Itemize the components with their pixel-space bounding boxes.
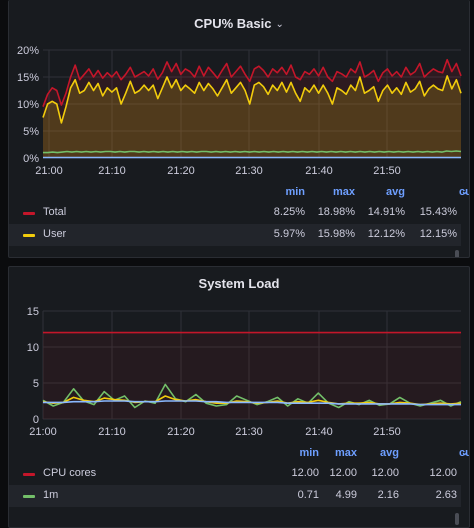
chevron-down-icon[interactable]: ⌄ — [275, 19, 284, 30]
legend-header-max[interactable]: max — [332, 186, 355, 198]
legend-series-name: Total — [43, 206, 67, 218]
series-line-15m — [43, 400, 461, 406]
series-area-cpu-cores — [43, 332, 461, 419]
y-tick-label: 10 — [27, 342, 39, 354]
series-color-swatch — [23, 473, 35, 476]
legend-row-total[interactable]: Total 8.25% 18.98% 14.91% 15.43% — [9, 202, 461, 224]
legend-max: 4.99 — [335, 489, 357, 501]
legend-header: min max avg current⌄ — [9, 186, 469, 200]
x-tick-label: 21:00 — [35, 165, 63, 177]
legend-series-name: CPU cores — [43, 467, 97, 479]
x-tick-label: 21:20 — [167, 426, 195, 438]
legend-min: 5.97% — [273, 228, 305, 240]
series-color-swatch — [23, 495, 35, 498]
legend-row-1m[interactable]: 1m 0.71 4.99 2.16 2.63 — [9, 485, 461, 507]
y-tick-label: 5 — [33, 378, 39, 390]
series-area-user — [43, 75, 461, 158]
legend-row-cpu-cores[interactable]: CPU cores 12.00 12.00 12.00 12.00 — [9, 463, 461, 485]
legend-avg: 12.12% — [367, 228, 405, 240]
sort-desc-icon: ⌄ — [461, 447, 469, 457]
x-tick-label: 21:10 — [98, 426, 126, 438]
y-tick-label: 15 — [27, 306, 39, 318]
legend-scrollbar[interactable] — [455, 513, 459, 525]
legend-current: 2.63 — [435, 489, 457, 501]
legend-current: 15.43% — [419, 206, 457, 218]
legend-min: 0.71 — [297, 489, 319, 501]
system-load-legend: min max avg current⌄ CPU cores 12.00 12.… — [9, 447, 469, 527]
series-line-system — [43, 150, 462, 154]
legend-max: 15.98% — [317, 228, 355, 240]
x-tick-label: 21:10 — [98, 165, 126, 177]
system-load-panel-title[interactable]: System Load — [198, 276, 280, 291]
cpu-legend: min max avg current⌄ Total 8.25% 18.98% … — [9, 186, 469, 257]
cpu-panel: CPU% Basic ⌄ 20% 15% 10% 5% 0% 21:00 21:10 21:20… — [8, 0, 470, 258]
y-tick-label: 0 — [33, 414, 39, 426]
y-tick-label: 0% — [23, 153, 39, 165]
legend-header-avg[interactable]: avg — [380, 447, 399, 459]
y-tick-label: 10% — [17, 99, 39, 111]
system-load-panel: System Load 15 10 5 0 21:00 21:10 21:20 21:30 21… — [8, 266, 470, 528]
legend-header-avg[interactable]: avg — [386, 186, 405, 198]
legend-current: 12.00 — [429, 467, 457, 479]
legend-scrollbar[interactable] — [455, 250, 459, 257]
legend-series-name: User — [43, 228, 67, 240]
legend-avg: 14.91% — [367, 206, 405, 218]
x-tick-label: 21:30 — [235, 165, 263, 177]
system-load-chart: 15 10 5 021:00 21:10 21:20 21:30 21:40 21:50 — [27, 306, 462, 438]
series-color-swatch — [23, 212, 35, 215]
legend-row-user[interactable]: User 5.97% 15.98% 12.12% 12.15% — [9, 224, 461, 246]
legend-header-max[interactable]: max — [334, 447, 357, 459]
x-tick-label: 21:30 — [235, 426, 263, 438]
x-tick-label: 21:50 — [373, 165, 401, 177]
y-tick-label: 20% — [17, 45, 39, 57]
x-tick-label: 21:40 — [305, 165, 333, 177]
legend-current: 12.15% — [419, 228, 457, 240]
legend-max: 18.98% — [317, 206, 355, 218]
legend-max: 12.00 — [329, 467, 357, 479]
sort-desc-icon: ⌄ — [461, 186, 469, 196]
series-line-total — [42, 58, 462, 107]
legend-header-current-label: current — [459, 447, 469, 459]
series-color-swatch — [23, 234, 35, 237]
x-tick-label: 21:00 — [29, 426, 57, 438]
y-tick-label: 5% — [23, 126, 39, 138]
y-tick-label: 15% — [17, 72, 39, 84]
series-area-total — [43, 59, 461, 159]
cpu-chart: 20% 15% 10% 5% 0%21:00 21:10 21:20 21:30 21:40 21… — [17, 45, 462, 177]
series-line-user — [42, 75, 462, 124]
x-tick-label: 21:20 — [167, 165, 195, 177]
legend-min: 12.00 — [291, 467, 319, 479]
x-tick-label: 21:40 — [305, 426, 333, 438]
legend-series-name: 1m — [43, 489, 59, 501]
legend-avg: 12.00 — [371, 467, 399, 479]
cpu-panel-title-text: CPU% Basic — [194, 16, 272, 31]
legend-header-current-label: current — [459, 186, 469, 198]
legend-avg: 2.16 — [377, 489, 399, 501]
legend-header-min[interactable]: min — [299, 447, 319, 459]
legend-header-min[interactable]: min — [285, 186, 305, 198]
legend-min: 8.25% — [273, 206, 305, 218]
legend-header: min max avg current⌄ — [9, 447, 469, 461]
cpu-panel-title[interactable]: CPU% Basic ⌄ — [9, 16, 469, 31]
x-tick-label: 21:50 — [373, 426, 401, 438]
